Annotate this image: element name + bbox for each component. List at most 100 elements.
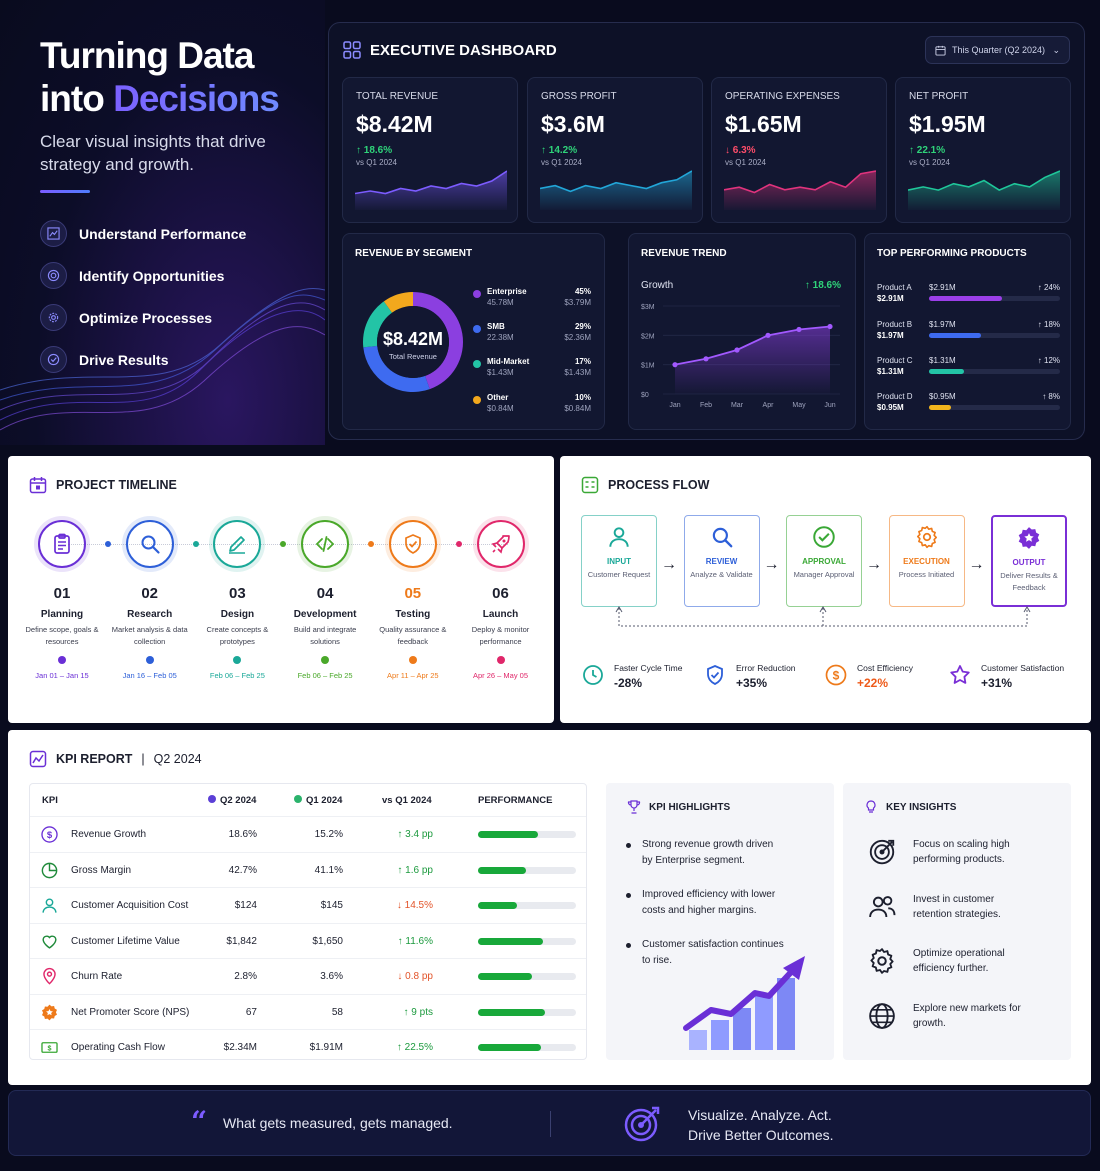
metric-card-operating-expenses[interactable]: OPERATING EXPENSES $1.65M ↓ 6.3% vs Q1 2… <box>711 77 887 223</box>
footer-banner: “ What gets measured, gets managed. Visu… <box>8 1090 1091 1156</box>
donut-slice-smb[interactable] <box>363 345 430 392</box>
step-description: Deploy & monitor performance <box>471 625 530 646</box>
dashboard-header: EXECUTIVE DASHBOARD <box>343 41 557 59</box>
connector-dot <box>455 541 462 547</box>
step-name: Development <box>293 609 357 620</box>
feature-optimize: Optimize Processes <box>40 304 212 331</box>
sparkline <box>540 170 692 210</box>
trend-point[interactable] <box>734 347 740 353</box>
revenue-trend-panel: REVENUE TREND Growth ↑ 18.6% $3M $2M $1M $0… <box>628 233 856 430</box>
kpi-q1-value: 15.2% <box>314 829 343 840</box>
trend-point[interactable] <box>765 332 771 338</box>
col-q1-label: Q1 2024 <box>306 795 343 806</box>
insights-header: KEY INSIGHTS <box>864 800 956 814</box>
metric-card-net-profit[interactable]: NET PROFIT $1.95M ↑ 22.1% vs Q1 2024 <box>895 77 1071 223</box>
insight-item: Explore new markets for growth. <box>867 1001 1033 1031</box>
metric-card-total-revenue[interactable]: TOTAL REVENUE $8.42M ↑ 18.6% vs Q1 2024 <box>342 77 518 223</box>
timeline-step-planning[interactable]: 01 Planning Define scope, goals & resour… <box>18 520 106 680</box>
arrow-right-icon: → <box>968 556 985 573</box>
process-header: PROCESS FLOW <box>581 476 709 494</box>
segment-pct: 17% <box>574 357 591 366</box>
period-select[interactable]: This Quarter (Q2 2024) ⌄ <box>925 36 1070 64</box>
segment-value: $3.79M <box>564 298 591 307</box>
star-icon <box>950 665 970 684</box>
kpi-change: ↑ 22.5% <box>396 1042 433 1053</box>
segment-sub: 45.78M <box>487 298 514 307</box>
process-step-output[interactable]: OUTPUT Deliver Results & Feedback <box>991 515 1067 607</box>
process-step-name: EXECUTION <box>903 557 950 566</box>
rocket-icon <box>490 535 510 554</box>
timeline-step-launch[interactable]: 06 Launch Deploy & monitor performance A… <box>457 520 545 680</box>
product-bar-track <box>929 369 1060 374</box>
kpi-row[interactable]: Gross Margin 42.7% 41.1% ↑ 1.6 pp <box>30 851 586 887</box>
arrow-right-icon: → <box>763 556 780 573</box>
step-name: Planning <box>40 609 84 620</box>
hero-title-into: into <box>40 78 114 119</box>
kpi-q1-value: $1.91M <box>309 1042 343 1053</box>
trend-point[interactable] <box>672 362 678 368</box>
kpi-icon-wrap <box>40 967 59 986</box>
product-name: Product D <box>877 392 913 401</box>
timeline-step-design[interactable]: 03 Design Create concepts & prototypes F… <box>193 520 281 680</box>
performance-bar <box>478 1008 576 1016</box>
star-badge-icon <box>1018 527 1040 549</box>
kpi-q2-value: $2.34M <box>223 1042 257 1053</box>
step-icon-circle <box>125 520 174 568</box>
timeline-step-testing[interactable]: 05 Testing Quality assurance & feedback … <box>369 520 457 680</box>
segment-name: Enterprise <box>487 287 527 296</box>
kpi-row[interactable]: Customer Acquisition Cost $124 $145 ↓ 14… <box>30 887 586 922</box>
q1-dot <box>294 795 302 803</box>
kpi-row[interactable]: Net Promoter Score (NPS) 67 58 ↑ 9 pts <box>30 993 586 1029</box>
product-bar-track <box>929 296 1060 301</box>
segment-value: $1.43M <box>564 368 591 377</box>
process-metric: Error Reduction +35% <box>703 663 796 690</box>
metric-vs: vs Q1 2024 <box>541 158 582 167</box>
process-step-approval[interactable]: APPROVAL Manager Approval <box>786 515 862 607</box>
col-performance: PERFORMANCE <box>478 795 553 806</box>
kpi-name: Gross Margin <box>71 864 132 876</box>
highlight-item: Strong revenue growth driven by Enterpri… <box>626 837 786 869</box>
metric-value: $3.6M <box>541 111 605 137</box>
legend-dot <box>473 325 481 333</box>
trend-area <box>675 326 830 394</box>
kpi-icon-wrap <box>40 1003 59 1022</box>
trend-point[interactable] <box>796 326 802 333</box>
kpi-q2-value: $1,842 <box>226 935 257 947</box>
process-step-name: APPROVAL <box>802 557 846 566</box>
metric-card-gross-profit[interactable]: GROSS PROFIT $3.6M ↑ 14.2% vs Q1 2024 <box>527 77 703 223</box>
process-step-input[interactable]: INPUT Customer Request <box>581 515 657 607</box>
process-step-review[interactable]: REVIEW Analyze & Validate <box>683 515 760 607</box>
kpi-header: KPI REPORT | Q2 2024 <box>29 750 202 768</box>
donut-slice-other[interactable] <box>383 292 413 313</box>
calendar-icon <box>29 477 47 494</box>
process-step-execution[interactable]: EXECUTION Process Initiated <box>888 515 965 607</box>
chevron-down-icon: ⌄ <box>1052 44 1060 55</box>
kpi-change: ↓ 0.8 pp <box>397 971 433 982</box>
pie-icon <box>41 862 58 878</box>
timeline-step-development[interactable]: 04 Development Build and integrate solut… <box>281 520 369 680</box>
step-number: 02 <box>141 585 159 602</box>
metric-change: ↑ 22.1% <box>909 145 946 156</box>
process-metric: $ Cost Efficiency +22% <box>824 663 913 690</box>
process-step-description: Process Initiated <box>898 570 955 579</box>
process-metric: Customer Satisfaction +31% <box>948 663 1064 690</box>
performance-bar <box>478 866 576 874</box>
segment-pct: 10% <box>574 393 591 402</box>
metric-vs: vs Q1 2024 <box>356 158 397 167</box>
kpi-row[interactable]: $ Revenue Growth 18.6% 15.2% ↑ 3.4 pp <box>30 816 586 851</box>
kpi-row[interactable]: Churn Rate 2.8% 3.6% ↓ 0.8 pp <box>30 958 586 993</box>
step-number: 01 <box>53 585 71 602</box>
donut-slice-mid-market[interactable] <box>363 301 393 348</box>
trend-change: ↑ 18.6% <box>804 280 841 291</box>
trend-point[interactable] <box>827 323 833 330</box>
kpi-row[interactable]: Customer Lifetime Value $1,842 $1,650 ↑ … <box>30 922 586 958</box>
check-circle-icon <box>40 346 67 373</box>
kpi-row[interactable]: $ Operating Cash Flow $2.34M $1.91M ↑ 22… <box>30 1029 586 1064</box>
sparkline-area <box>355 171 507 210</box>
donut-slice-enterprise[interactable] <box>413 292 463 390</box>
timeline-step-research[interactable]: 02 Research Market analysis & data colle… <box>106 520 194 680</box>
legend-dot <box>473 290 481 298</box>
trend-point[interactable] <box>703 356 709 362</box>
product-name: Product C <box>877 356 913 365</box>
gear-icon <box>40 304 67 331</box>
